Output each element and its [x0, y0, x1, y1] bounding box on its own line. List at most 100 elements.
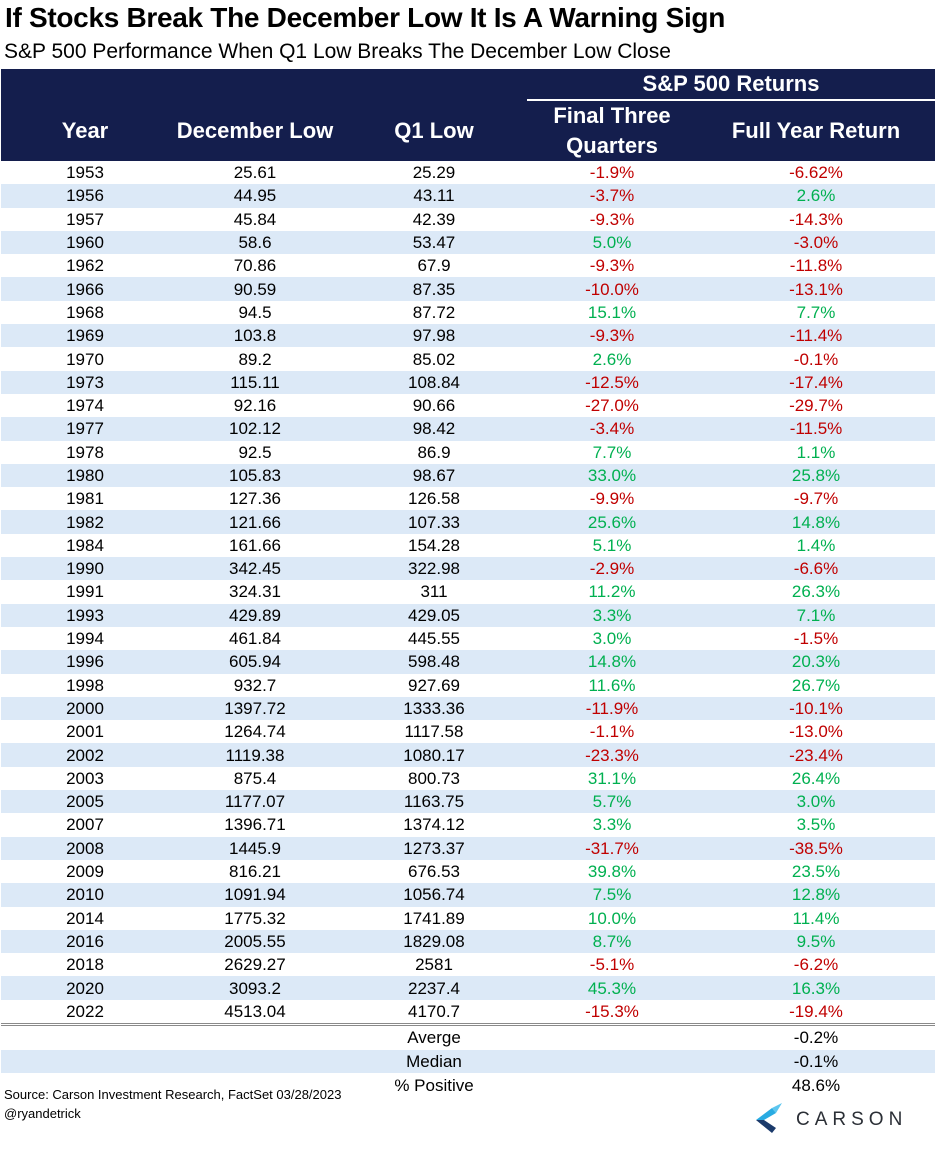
table-row: 1978 92.5 86.9 7.7% 1.1%	[1, 441, 935, 464]
cell-full-year-return: -19.4%	[789, 1001, 843, 1021]
table-row: 1977 102.12 98.42 -3.4% -11.5%	[1, 417, 935, 441]
cell-q1-low: 1273.37	[341, 836, 527, 860]
carson-logo-mark-icon	[756, 1103, 782, 1133]
cell-full-year-return: 26.3%	[791, 582, 841, 602]
cell-q1-low: 86.9	[417, 442, 451, 462]
cell-final-three-quarters: 7.5%	[527, 883, 697, 907]
cell-december-low: 94.5	[238, 302, 272, 322]
cell-year: 1957	[66, 209, 104, 229]
cell-december-low: 2629.27	[224, 955, 286, 975]
table-row: 2008 1445.9 1273.37 -31.7% -38.5%	[1, 836, 935, 860]
cell-q1-low: 1080.17	[341, 743, 527, 767]
header-full-year-return: Full Year Return	[697, 100, 935, 161]
cell-q1-low: 927.69	[408, 675, 460, 695]
cell-december-low: 45.84	[233, 209, 277, 229]
cell-full-year-return: 26.4%	[791, 768, 841, 788]
cell-full-year-return: 9.5%	[697, 929, 935, 954]
cell-q1-low: 87.35	[341, 277, 527, 301]
cell-full-year-return: -3.0%	[697, 230, 935, 255]
cell-q1-low: 42.39	[412, 209, 456, 229]
cell-december-low: 461.84	[229, 629, 281, 649]
cell-year: 2016	[1, 929, 169, 954]
summary-empty-cell	[169, 1049, 341, 1074]
table-row: 1953 25.61 25.29 -1.9% -6.62%	[1, 161, 935, 184]
table-row: 2005 1177.07 1163.75 5.7% 3.0%	[1, 790, 935, 814]
summary-rows: Averge -0.2% Median -0.1% % Positive 48.6%	[1, 1022, 935, 1097]
header-year: Year	[1, 100, 169, 161]
cell-year: 1981	[66, 489, 104, 509]
cell-december-low: 1091.94	[169, 883, 341, 907]
cell-december-low: 324.31	[229, 582, 281, 602]
cell-year: 2010	[1, 883, 169, 907]
cell-full-year-return: 3.0%	[697, 790, 935, 814]
chart-title: If Stocks Break The December Low It Is A…	[5, 2, 726, 33]
cell-year: 1953	[66, 163, 104, 183]
cell-year: 1956	[1, 184, 169, 208]
cell-year: 1984	[66, 535, 104, 555]
table-row: 1984 161.66 154.28 5.1% 1.4%	[1, 534, 935, 557]
cell-full-year-return: 16.3%	[697, 976, 935, 1000]
chart-subtitle: S&P 500 Performance When Q1 Low Breaks T…	[4, 40, 671, 63]
table-row: 1990 342.45 322.98 -2.9% -6.6%	[1, 557, 935, 581]
cell-final-three-quarters: -2.9%	[527, 557, 697, 581]
cell-full-year-return: -11.4%	[697, 324, 935, 348]
returns-table: S&P 500 Returns Year December Low Q1 Low…	[1, 69, 935, 1097]
cell-final-three-quarters: -11.9%	[527, 696, 697, 721]
cell-december-low: 102.12	[169, 417, 341, 441]
table-row: 1981 127.36 126.58 -9.9% -9.7%	[1, 487, 935, 510]
cell-december-low: 70.86	[233, 256, 277, 276]
cell-final-three-quarters: 3.0%	[592, 629, 632, 649]
cell-q1-low: 107.33	[341, 510, 527, 534]
cell-year: 1982	[1, 510, 169, 534]
cell-final-three-quarters: 3.3%	[592, 815, 632, 835]
cell-q1-low: 4170.7	[408, 1001, 460, 1021]
cell-year: 1973	[1, 370, 169, 394]
cell-final-three-quarters: 11.2%	[588, 582, 636, 602]
cell-year: 1962	[66, 256, 104, 276]
cell-final-three-quarters: 2.6%	[592, 349, 632, 369]
table-row: 1970 89.2 85.02 2.6% -0.1%	[1, 347, 935, 370]
cell-q1-low: 25.29	[412, 163, 456, 183]
cell-december-low: 25.61	[233, 163, 277, 183]
cell-full-year-return: -17.4%	[697, 370, 935, 394]
cell-q1-low: 98.67	[341, 463, 527, 488]
cell-december-low: 161.66	[229, 535, 281, 555]
cell-full-year-return: 14.8%	[697, 510, 935, 534]
table-row: 1973 115.11 108.84 -12.5% -17.4%	[1, 370, 935, 394]
table-row: 1994 461.84 445.55 3.0% -1.5%	[1, 627, 935, 650]
header-q1-low: Q1 Low	[341, 100, 527, 161]
cell-december-low: 932.7	[233, 675, 277, 695]
table-row: 2009 816.21 676.53 39.8% 23.5%	[1, 860, 935, 883]
cell-december-low: 92.16	[233, 396, 277, 416]
table-row: 1980 105.83 98.67 33.0% 25.8%	[1, 463, 935, 488]
cell-full-year-return: -14.3%	[789, 209, 843, 229]
table-row: 2001 1264.74 1117.58 -1.1% -13.0%	[1, 720, 935, 743]
cell-year: 2008	[1, 836, 169, 860]
cell-year: 1990	[1, 557, 169, 581]
cell-december-low: 44.95	[169, 184, 341, 208]
cell-year: 1994	[66, 629, 104, 649]
cell-q1-low: 97.98	[341, 324, 527, 348]
cell-full-year-return: 7.7%	[796, 302, 836, 322]
table-row: 1982 121.66 107.33 25.6% 14.8%	[1, 510, 935, 534]
cell-q1-low: 598.48	[341, 650, 527, 674]
cell-final-three-quarters: 5.1%	[592, 535, 632, 555]
cell-full-year-return: -1.5%	[793, 629, 839, 649]
cell-december-low: 89.2	[238, 349, 272, 369]
cell-final-three-quarters: -31.7%	[527, 836, 697, 860]
header-final-three-quarters: Final Three Quarters	[527, 100, 697, 161]
summary-label: Averge	[341, 1022, 527, 1050]
cell-q1-low: 67.9	[417, 256, 451, 276]
cell-december-low: 342.45	[169, 557, 341, 581]
cell-final-three-quarters: -10.0%	[527, 277, 697, 301]
cell-final-three-quarters: 10.0%	[587, 908, 637, 928]
carson-logo-text: CARSON	[796, 1109, 908, 1130]
cell-december-low: 127.36	[229, 489, 281, 509]
table-row: 2016 2005.55 1829.08 8.7% 9.5%	[1, 929, 935, 954]
table-row: 1966 90.59 87.35 -10.0% -13.1%	[1, 277, 935, 301]
cell-full-year-return: 12.8%	[697, 883, 935, 907]
cell-december-low: 92.5	[238, 442, 272, 462]
cell-full-year-return: -6.62%	[789, 163, 843, 183]
summary-label: % Positive	[394, 1075, 474, 1095]
cell-full-year-return: 23.5%	[791, 862, 841, 882]
